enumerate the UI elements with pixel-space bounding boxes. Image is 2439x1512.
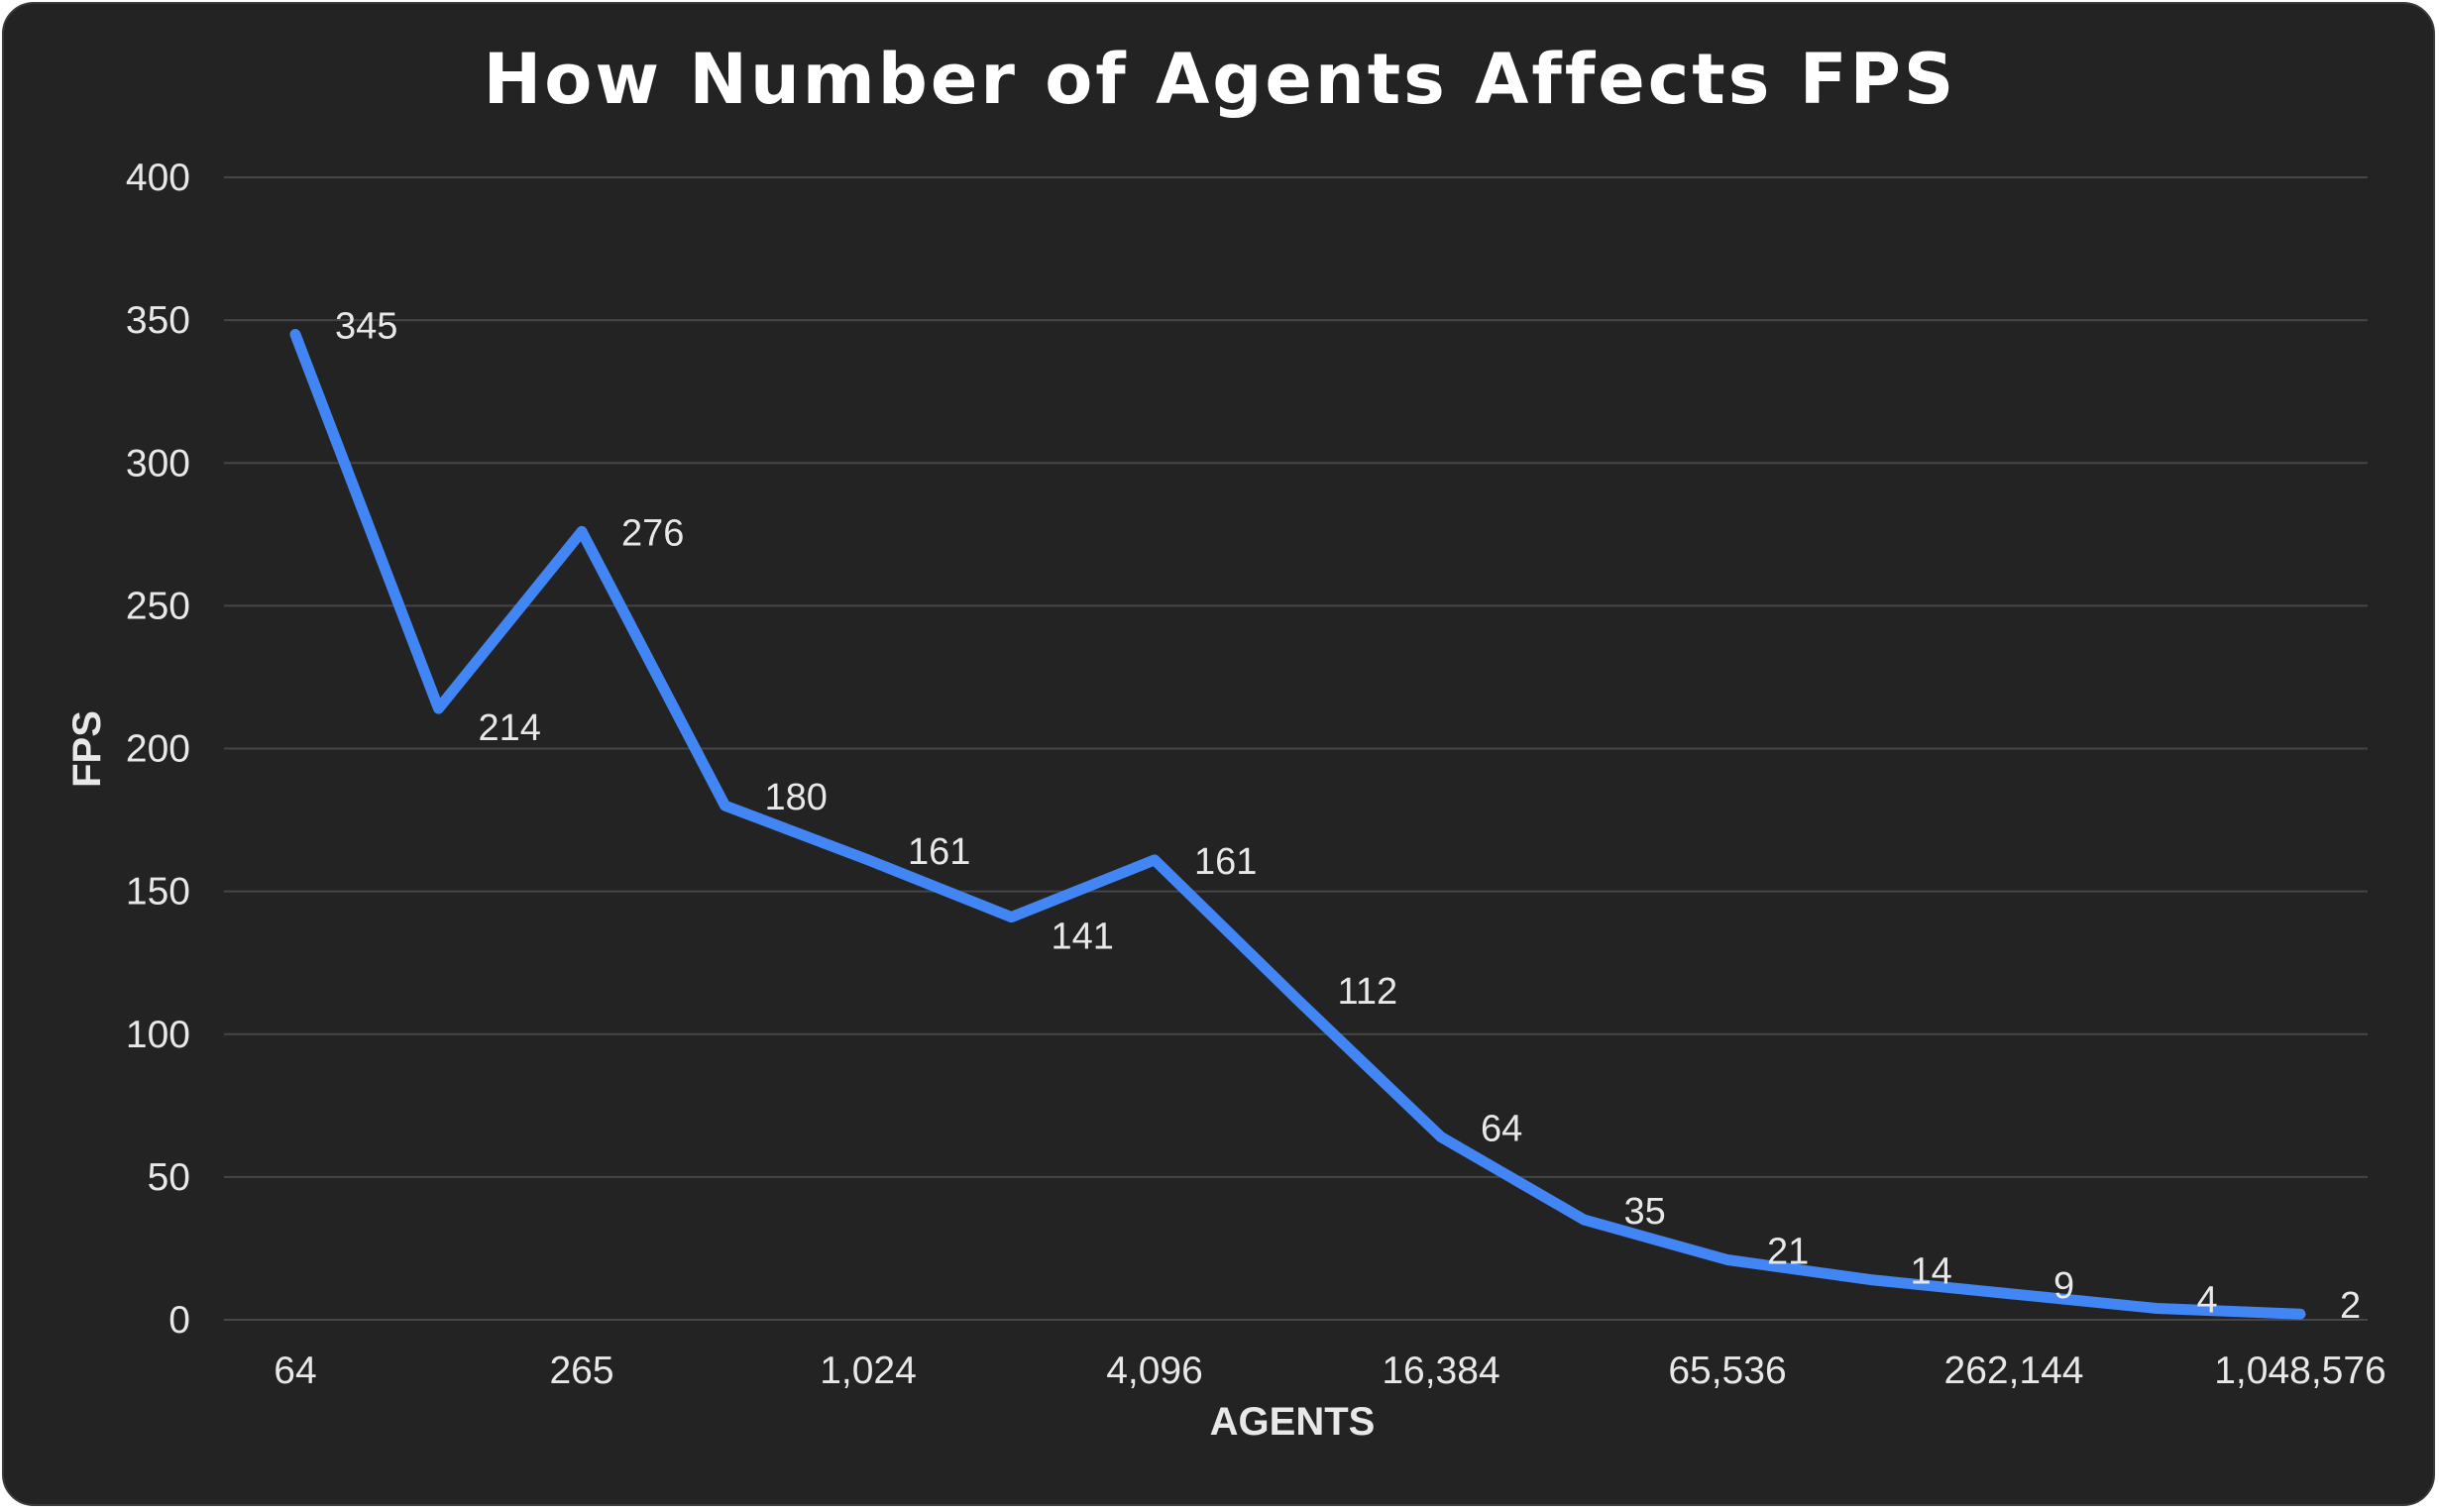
data-label: 4 <box>2197 1279 2218 1321</box>
data-label: 14 <box>1911 1251 1952 1293</box>
data-label: 112 <box>1338 971 1398 1013</box>
data-label: 2 <box>2340 1285 2361 1327</box>
x-tick-label: 64 <box>274 1350 316 1392</box>
data-label: 141 <box>1052 917 1114 958</box>
y-tick-label: 150 <box>126 871 190 914</box>
data-label: 161 <box>908 831 970 873</box>
y-tick-label: 100 <box>126 1014 190 1056</box>
y-tick-label: 250 <box>126 585 190 627</box>
x-tick-label: 1,048,576 <box>2214 1350 2386 1392</box>
y-tick-label: 300 <box>126 442 190 485</box>
y-tick-label: 200 <box>126 728 190 771</box>
data-label: 345 <box>335 306 397 348</box>
x-tick-label: 65,536 <box>1668 1350 1786 1392</box>
series-line-layer <box>289 329 2306 1320</box>
gridlines <box>224 176 2368 1321</box>
x-axis-title: AGENTS <box>1210 1400 1376 1444</box>
data-label: 161 <box>1194 841 1257 883</box>
y-tick-label: 400 <box>126 157 190 199</box>
fps-series-line <box>289 329 2306 1320</box>
chart-title: How Number of Agents Affects FPS <box>484 39 1957 120</box>
y-tick-label: 50 <box>148 1156 190 1199</box>
x-tick-label: 265 <box>549 1350 613 1392</box>
x-tick-label: 4,096 <box>1106 1350 1203 1392</box>
line-chart: How Number of Agents Affects FPS 0 50 100 1… <box>65 39 2386 1444</box>
data-label: 64 <box>1481 1109 1522 1150</box>
data-label: 35 <box>1624 1191 1666 1233</box>
x-tick-label: 1,024 <box>820 1350 917 1392</box>
data-label: 180 <box>765 777 828 818</box>
y-tick-label: 350 <box>126 299 190 342</box>
x-tick-label: 262,144 <box>1944 1350 2084 1392</box>
y-tick-label: 0 <box>168 1299 190 1342</box>
y-axis-title: FPS <box>65 710 109 788</box>
data-label: 21 <box>1767 1231 1809 1272</box>
data-labels: 345 214 276 180 161 141 161 112 64 35 21 14 9 4 2 <box>335 306 2361 1328</box>
y-axis-ticks: 0 50 100 150 200 250 300 350 400 <box>126 157 190 1342</box>
data-label: 276 <box>621 512 684 554</box>
x-tick-label: 16,384 <box>1382 1350 1499 1392</box>
x-axis-ticks: 64 265 1,024 4,096 16,384 65,536 262,144 1,048,… <box>274 1350 2385 1392</box>
data-label: 9 <box>2053 1265 2074 1307</box>
data-label: 214 <box>479 707 541 749</box>
